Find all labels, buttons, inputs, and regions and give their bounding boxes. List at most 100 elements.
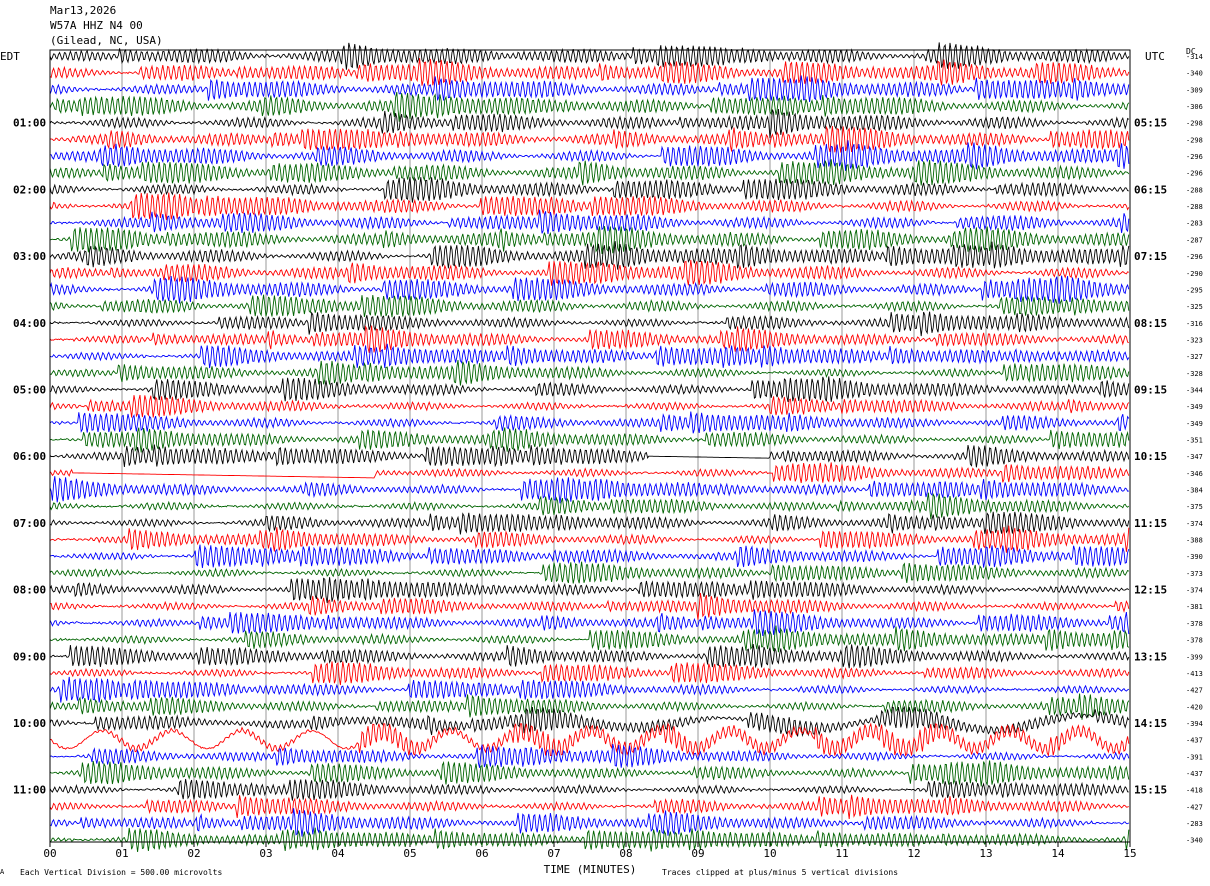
dc-offset-label: -314 bbox=[1186, 53, 1203, 61]
seismic-trace bbox=[49, 808, 1130, 837]
scale-note: Each Vertical Division = 500.00 microvol… bbox=[20, 868, 223, 877]
dc-offset-label: -381 bbox=[1186, 603, 1203, 611]
seismic-trace bbox=[49, 476, 1129, 504]
dc-offset-label: -346 bbox=[1186, 470, 1203, 478]
dc-offset-label: -295 bbox=[1186, 286, 1203, 294]
x-axis-label: TIME (MINUTES) bbox=[544, 863, 637, 876]
x-tick-labels: 00 01 02 03 04 05 06 07 08 09 10 11 12 13 14 15 bbox=[43, 847, 1136, 860]
dc-offset-label: -349 bbox=[1186, 403, 1203, 411]
x-tick-label: 03 bbox=[259, 847, 272, 860]
edt-hour-label: 02:00 bbox=[13, 183, 46, 196]
seismic-trace bbox=[49, 411, 1130, 434]
dc-offset-label: -327 bbox=[1186, 353, 1203, 361]
seismic-trace bbox=[49, 176, 1129, 203]
x-tick-label: 05 bbox=[403, 847, 416, 860]
seismic-traces bbox=[49, 42, 1130, 853]
dc-offset-label: -420 bbox=[1186, 703, 1203, 711]
seismic-trace bbox=[49, 259, 1129, 286]
seismic-trace bbox=[49, 760, 1130, 787]
utc-hour-label: 05:15 bbox=[1134, 117, 1167, 130]
dc-offset-label: -298 bbox=[1186, 120, 1203, 128]
edt-hour-label: 07:00 bbox=[13, 517, 46, 530]
seismic-trace bbox=[49, 58, 1130, 86]
dc-offset-label: -283 bbox=[1186, 220, 1203, 228]
dc-offset-label: -298 bbox=[1186, 136, 1203, 144]
x-tick-label: 13 bbox=[979, 847, 992, 860]
x-tick-label: 02 bbox=[187, 847, 200, 860]
dc-offset-label: -296 bbox=[1186, 253, 1203, 261]
header-location: (Gilead, NC, USA) bbox=[50, 34, 163, 47]
dc-offset-label: -340 bbox=[1186, 837, 1203, 845]
dc-offset-label: -288 bbox=[1186, 186, 1203, 194]
seismic-trace bbox=[49, 644, 1130, 669]
plot-frame bbox=[49, 49, 1131, 843]
seismic-trace bbox=[49, 592, 1130, 620]
edt-hour-label: 05:00 bbox=[13, 383, 46, 396]
edt-hour-label: 08:00 bbox=[13, 584, 46, 597]
seismic-trace bbox=[49, 609, 1130, 636]
seismic-trace bbox=[49, 525, 1130, 553]
header-date: Mar13,2026 bbox=[50, 4, 117, 17]
seismic-trace bbox=[49, 561, 1130, 584]
dc-offset-label: -340 bbox=[1186, 70, 1203, 78]
utc-hour-label: 07:15 bbox=[1134, 250, 1167, 263]
dc-offset-labels: -314 -340 -309 -306 -298 -298 -296 -296 -288 -288… bbox=[1186, 53, 1203, 845]
x-tick-label: 11 bbox=[835, 847, 848, 860]
seismic-trace bbox=[49, 42, 1130, 70]
dc-offset-label: -413 bbox=[1186, 670, 1203, 678]
x-tick-label: 01 bbox=[115, 847, 128, 860]
dc-offset-label: -328 bbox=[1186, 370, 1203, 378]
seismic-trace bbox=[49, 376, 1130, 402]
utc-hour-label: 13:15 bbox=[1134, 650, 1167, 663]
dc-offset-label: -288 bbox=[1186, 203, 1203, 211]
seismic-trace bbox=[49, 705, 1130, 737]
utc-hour-labels: 05:15 06:15 07:15 08:15 09:15 10:15 11:15 12:15… bbox=[1134, 117, 1167, 797]
dc-offset-label: -378 bbox=[1186, 637, 1203, 645]
dc-offset-label: -391 bbox=[1186, 753, 1203, 761]
dc-offset-label: -437 bbox=[1186, 770, 1203, 778]
seismic-trace bbox=[49, 492, 1130, 520]
seismic-trace bbox=[49, 192, 1130, 221]
seismic-trace bbox=[49, 693, 1130, 720]
utc-hour-label: 14:15 bbox=[1134, 717, 1167, 730]
seismic-trace bbox=[49, 625, 1130, 653]
utc-hour-label: 06:15 bbox=[1134, 183, 1167, 196]
utc-hour-label: 10:15 bbox=[1134, 450, 1167, 463]
edt-hour-label: 10:00 bbox=[13, 717, 46, 730]
x-tick-label: 15 bbox=[1123, 847, 1136, 860]
x-tick-label: 04 bbox=[331, 847, 345, 860]
dc-offset-label: -296 bbox=[1186, 170, 1203, 178]
seismic-trace bbox=[49, 343, 1130, 369]
left-timezone: EDT bbox=[0, 50, 20, 63]
x-tick-label: 00 bbox=[43, 847, 56, 860]
utc-hour-label: 12:15 bbox=[1134, 584, 1167, 597]
seismic-trace bbox=[49, 140, 1130, 172]
seismic-trace bbox=[49, 311, 1130, 337]
dc-offset-label: -347 bbox=[1186, 453, 1203, 461]
seismic-trace bbox=[49, 722, 1130, 758]
seismic-trace bbox=[49, 427, 1130, 453]
seismic-trace bbox=[49, 661, 1130, 686]
utc-hour-label: 11:15 bbox=[1134, 517, 1167, 530]
edt-hour-labels: 01:00 02:00 03:00 04:00 05:00 06:00 07:00 08:00… bbox=[13, 117, 46, 797]
seismic-trace bbox=[49, 294, 1130, 318]
dc-offset-label: -344 bbox=[1186, 386, 1203, 394]
seismic-trace bbox=[49, 511, 1130, 535]
dc-offset-label: -349 bbox=[1186, 420, 1203, 428]
dc-offset-label: -427 bbox=[1186, 803, 1203, 811]
seismic-trace bbox=[49, 209, 1130, 235]
seismic-trace bbox=[49, 827, 1130, 853]
dc-offset-label: -374 bbox=[1186, 587, 1203, 595]
utc-hour-label: 08:15 bbox=[1134, 317, 1167, 330]
seismic-trace bbox=[49, 226, 1130, 254]
seismic-trace bbox=[49, 360, 1130, 386]
dc-offset-label: -374 bbox=[1186, 520, 1203, 528]
dc-offset-label: -437 bbox=[1186, 737, 1203, 745]
edt-hour-label: 04:00 bbox=[13, 317, 46, 330]
utc-hour-label: 09:15 bbox=[1134, 383, 1167, 396]
dc-offset-label: -351 bbox=[1186, 436, 1203, 444]
seismic-trace bbox=[49, 109, 1130, 139]
seismic-trace bbox=[49, 75, 1130, 102]
dc-offset-label: -384 bbox=[1186, 487, 1203, 495]
